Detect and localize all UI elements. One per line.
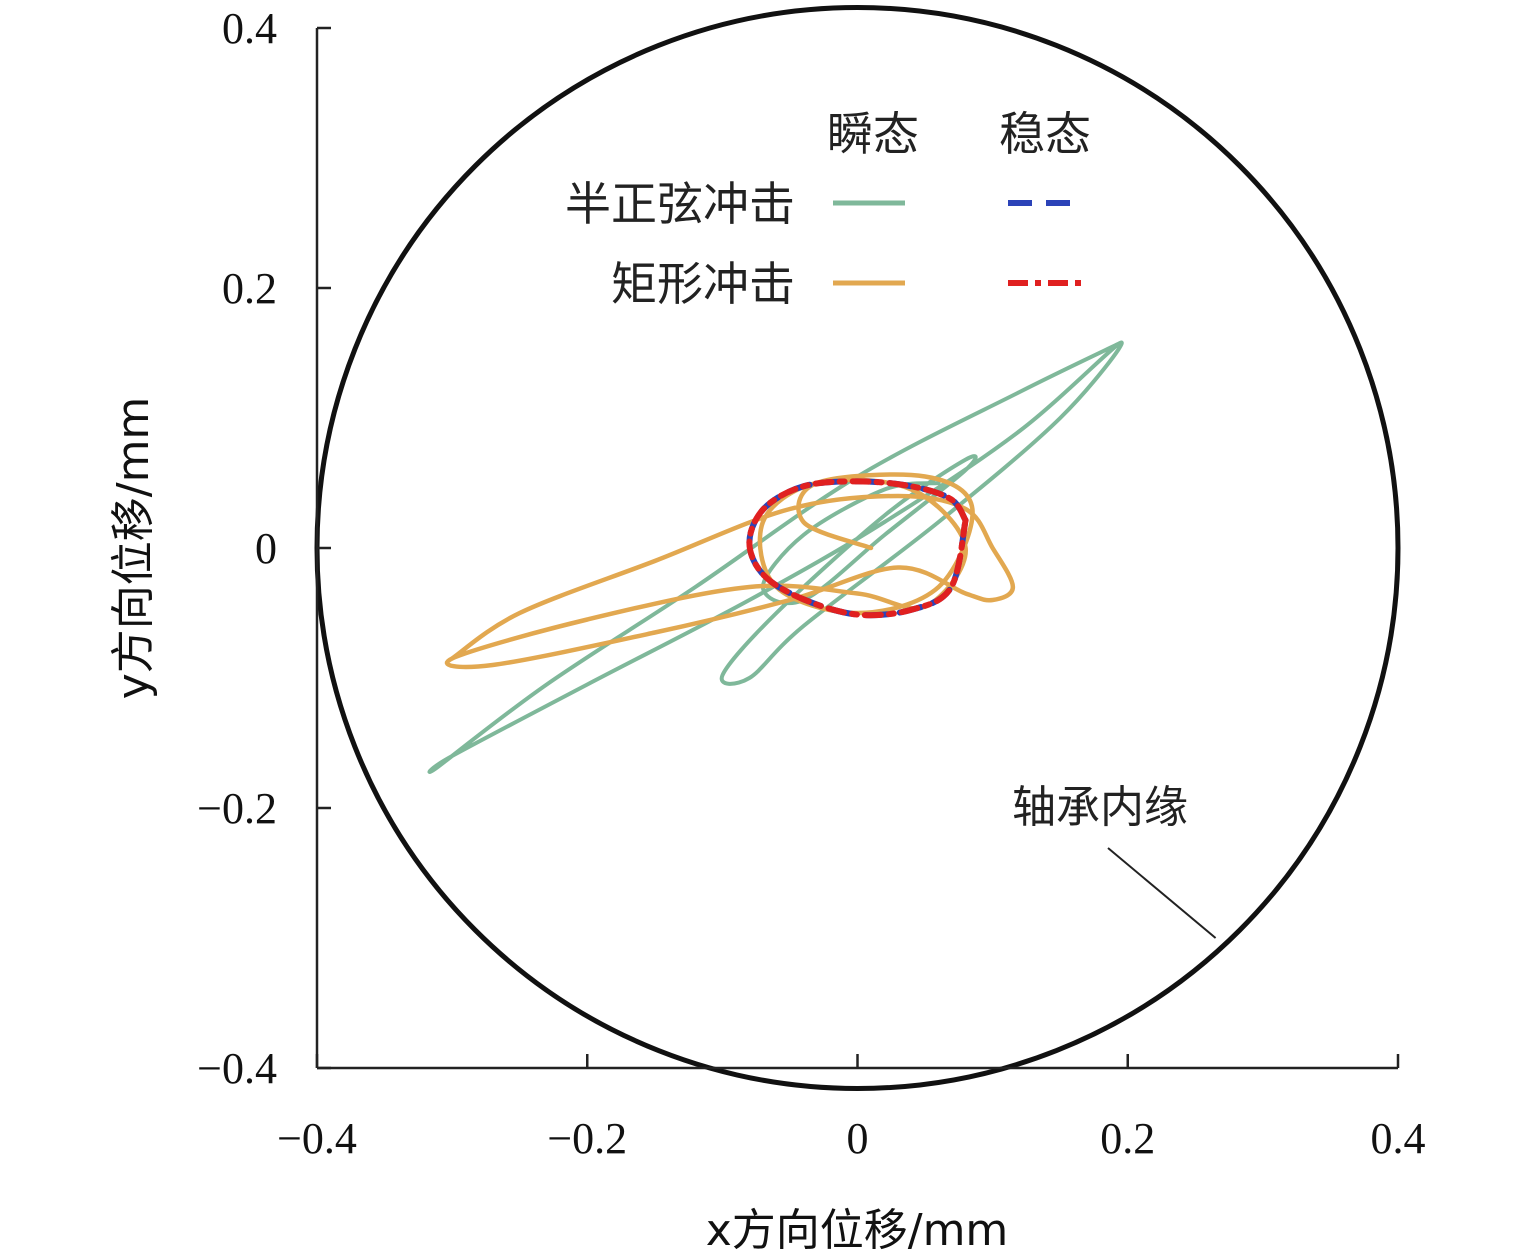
- legend-label-rect: 矩形冲击: [611, 257, 795, 311]
- x-axis-title: x方向位移/mm: [706, 1205, 1009, 1256]
- x-ticks: −0.4 −0.2 0 0.2 0.4: [277, 1054, 1426, 1163]
- legend-header-transient: 瞬态: [827, 107, 919, 161]
- legend: 瞬态 稳态 半正弦冲击 矩形冲击: [565, 107, 1091, 311]
- x-tick-label: −0.4: [277, 1114, 357, 1163]
- series-rect-steady: [746, 478, 969, 619]
- x-tick-label: 0.2: [1100, 1114, 1155, 1163]
- series-rect-transient: [444, 472, 1016, 670]
- x-tick-label: 0.4: [1371, 1114, 1426, 1163]
- x-tick-label: 0: [847, 1114, 869, 1163]
- y-tick-label: −0.2: [197, 784, 277, 833]
- bearing-circle: [314, 5, 1401, 1091]
- y-tick-label: −0.4: [197, 1044, 277, 1093]
- annotation-text: 轴承内缘: [1012, 782, 1188, 833]
- x-tick-label: −0.2: [547, 1114, 627, 1163]
- y-tick-label: 0.4: [222, 4, 277, 53]
- y-ticks: 0.4 0.2 0 −0.2 −0.4: [197, 4, 331, 1093]
- legend-header-steady: 稳态: [999, 107, 1091, 161]
- y-axis-title: y方向位移/mm: [108, 397, 159, 700]
- y-tick-label: 0: [255, 524, 277, 573]
- series-layer: [427, 340, 1124, 774]
- annotation-leader-line: [1107, 847, 1217, 939]
- y-tick-label: 0.2: [222, 264, 277, 313]
- legend-label-half-sine: 半正弦冲击: [565, 177, 795, 231]
- series-half-sine-transient: [427, 340, 1124, 774]
